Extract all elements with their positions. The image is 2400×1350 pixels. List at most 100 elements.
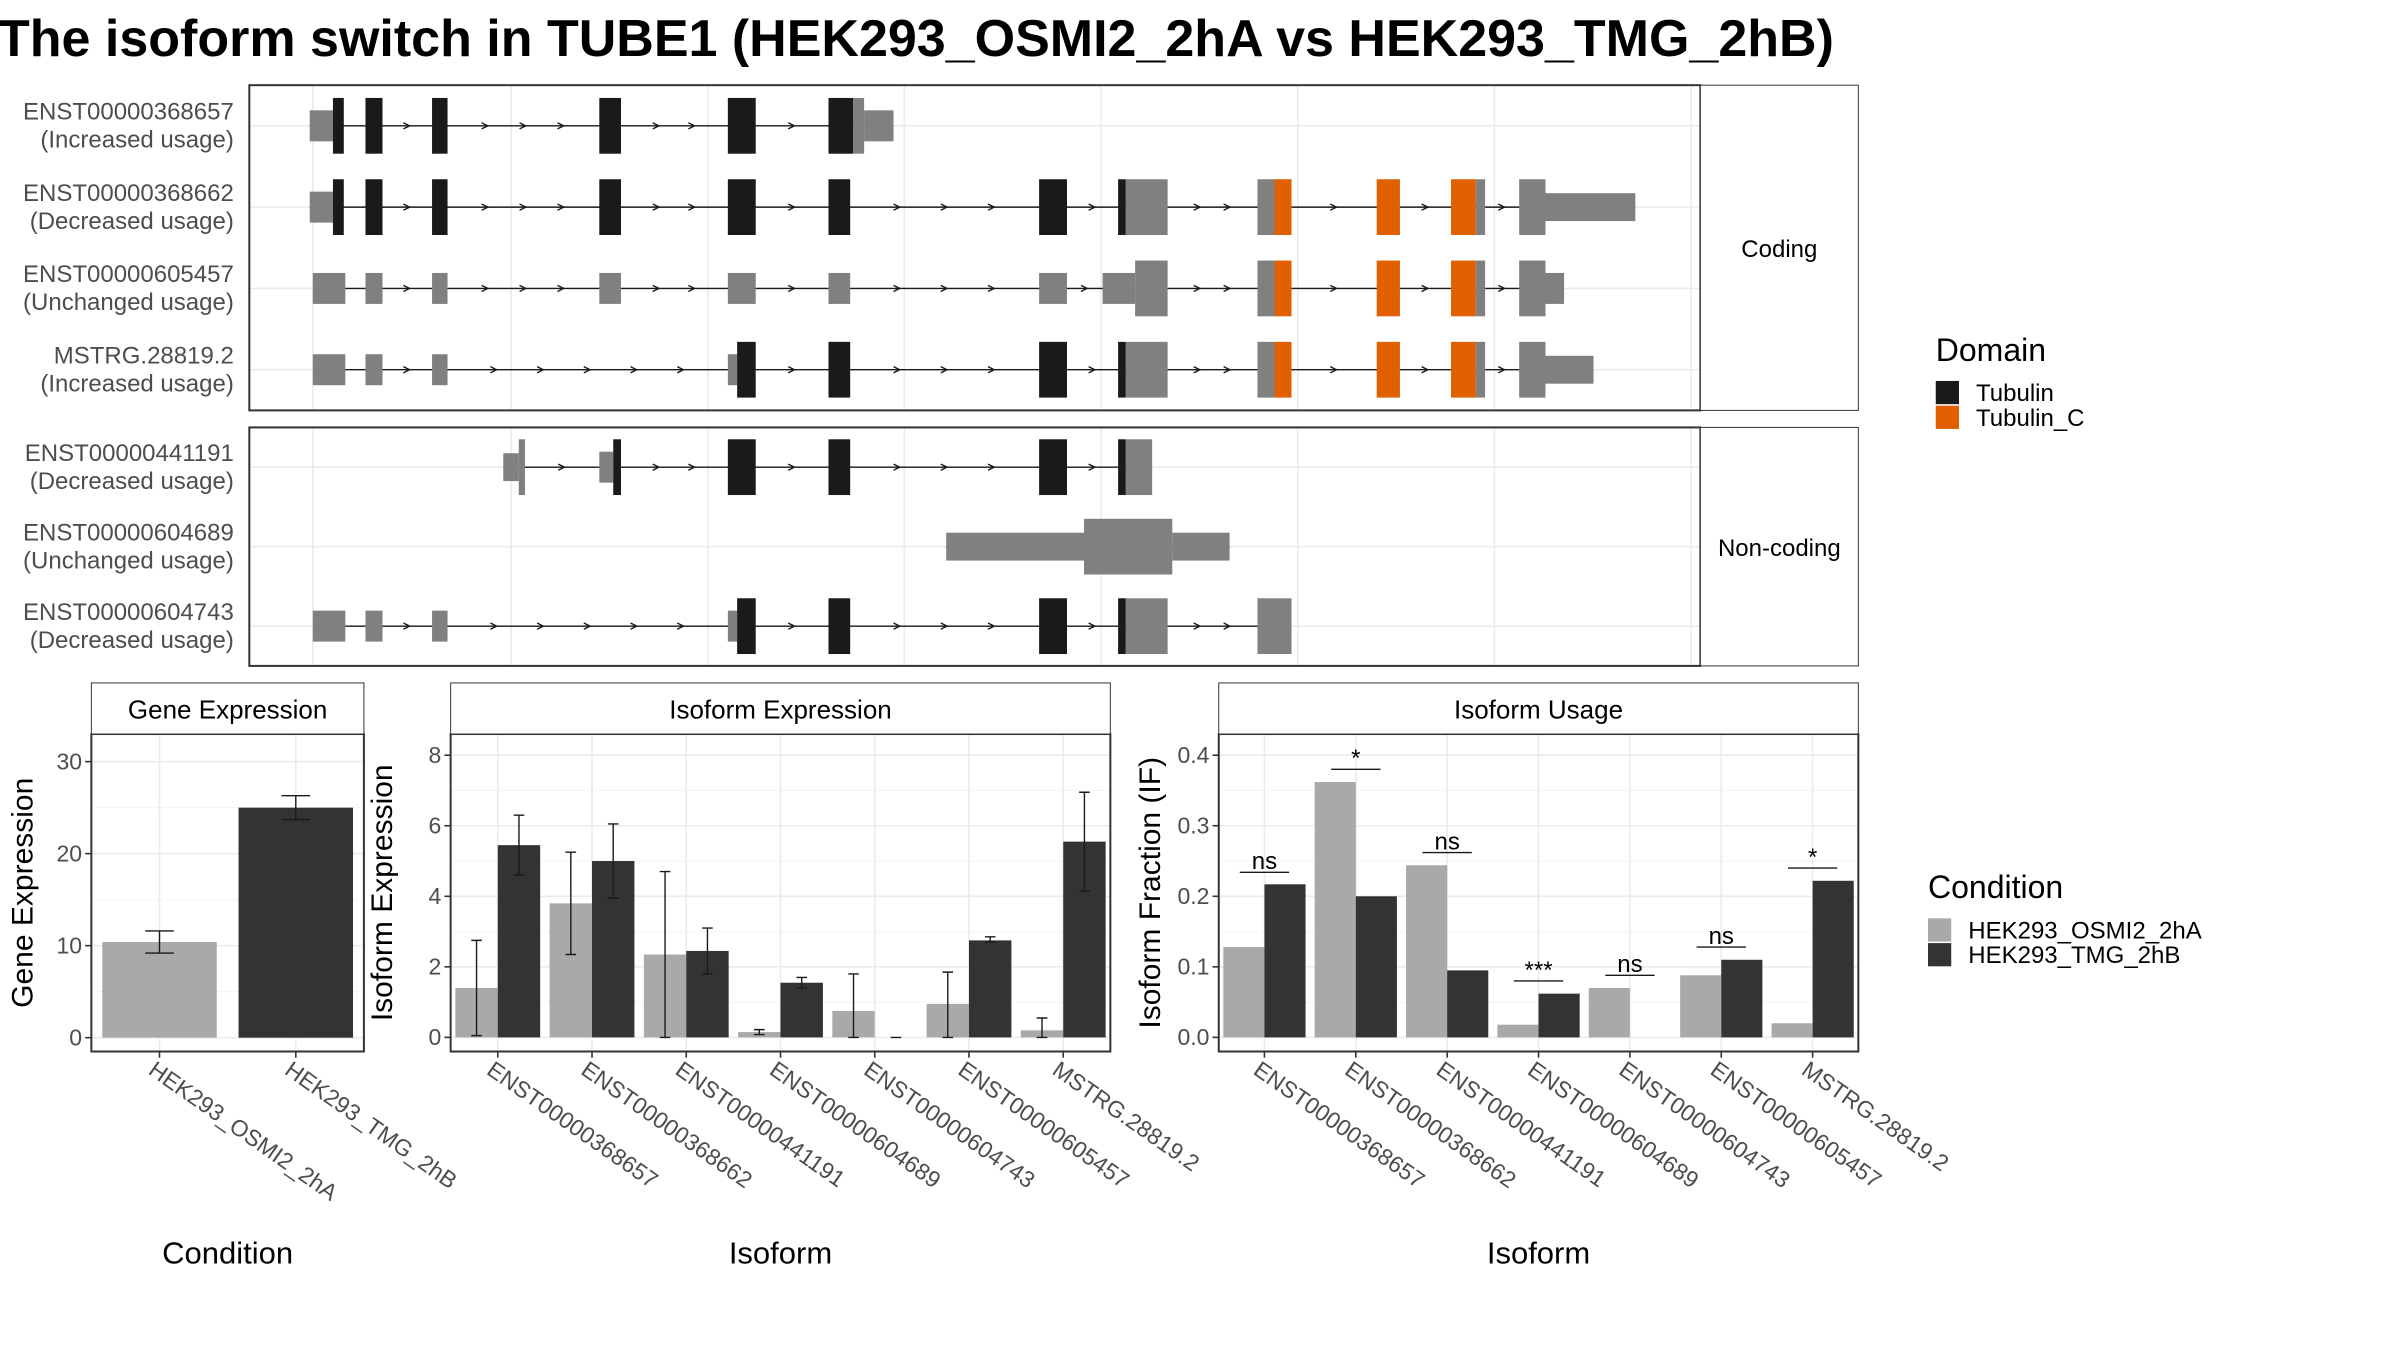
tubulin-c-domain-exon bbox=[1451, 341, 1476, 398]
exon-region bbox=[727, 272, 756, 304]
transcript-id-label: ENST00000368662 bbox=[23, 180, 234, 207]
exon-region bbox=[1257, 179, 1275, 236]
error-bar bbox=[942, 971, 954, 1039]
intron-arrow bbox=[536, 622, 545, 630]
significance-label: ns bbox=[1617, 951, 1642, 978]
bar-condition-a bbox=[1771, 1023, 1813, 1038]
intron-arrow bbox=[787, 203, 796, 211]
intron-arrow bbox=[557, 122, 566, 130]
intron-arrow bbox=[987, 284, 996, 293]
x-tick-label: ENST00000368657 bbox=[483, 1056, 663, 1193]
intron-arrow bbox=[1497, 366, 1507, 374]
intron-arrow bbox=[987, 366, 996, 374]
exon-region bbox=[1125, 439, 1153, 496]
transcript-usage-label: (Unchanged usage) bbox=[23, 289, 234, 316]
tubulin-domain-exon bbox=[828, 598, 851, 655]
intron-arrow bbox=[987, 622, 996, 630]
x-tick-label: ENST00000368662 bbox=[1341, 1056, 1521, 1193]
bar-condition-b bbox=[1812, 880, 1854, 1038]
transcript-usage-label: (Increased usage) bbox=[40, 370, 233, 397]
condition-legend-swatch bbox=[1928, 943, 1952, 967]
tubulin-c-domain-exon bbox=[1376, 179, 1400, 236]
bar-condition-a bbox=[1314, 782, 1356, 1038]
y-tick-label: 6 bbox=[429, 812, 442, 838]
transcript-id-label: ENST00000441191 bbox=[25, 440, 234, 467]
intron-arrow bbox=[1223, 366, 1232, 374]
tubulin-domain-exon bbox=[828, 439, 851, 496]
intron-arrow bbox=[1329, 366, 1339, 374]
bar-condition-b bbox=[1538, 993, 1580, 1038]
exon-region bbox=[599, 272, 621, 304]
exon-region bbox=[365, 272, 383, 304]
tubulin-domain-exon bbox=[365, 179, 383, 236]
exon-region bbox=[365, 354, 383, 386]
exon-region bbox=[1545, 272, 1565, 304]
tubulin-domain-exon bbox=[1118, 179, 1126, 236]
chart-title: Isoform Expression bbox=[669, 695, 892, 725]
intron-arrow bbox=[787, 284, 796, 293]
transcript-id-label: ENST00000368657 bbox=[23, 99, 234, 126]
bar-condition-b bbox=[1355, 896, 1397, 1038]
exon-region bbox=[312, 610, 346, 642]
facet-strip bbox=[1699, 84, 1859, 411]
intron-arrow bbox=[652, 284, 661, 293]
tubulin-c-domain-exon bbox=[1274, 179, 1292, 236]
bar-condition-a bbox=[1497, 1024, 1539, 1038]
x-tick-label: ENST00000604743 bbox=[859, 1056, 1039, 1193]
tubulin-domain-exon bbox=[332, 179, 344, 236]
y-tick-label: 30 bbox=[56, 748, 82, 774]
intron-arrow bbox=[893, 366, 902, 374]
condition-legend-label: HEK293_OSMI2_2hA bbox=[1968, 917, 2201, 944]
y-axis-title: Isoform Fraction (IF) bbox=[1134, 757, 1167, 1029]
y-tick-label: 10 bbox=[56, 932, 82, 958]
x-tick-label: ENST00000441191 bbox=[671, 1056, 850, 1192]
tubulin-domain-exon bbox=[727, 439, 756, 496]
exon-region bbox=[365, 610, 383, 642]
error-bar bbox=[753, 1028, 765, 1036]
bar-condition-b bbox=[1447, 970, 1489, 1038]
significance-label: ns bbox=[1252, 848, 1277, 875]
exon-region bbox=[1125, 179, 1168, 236]
tubulin-c-domain-exon bbox=[1274, 341, 1292, 398]
intron-arrow bbox=[1088, 366, 1097, 374]
significance-label: ns bbox=[1434, 828, 1459, 855]
transcript-usage-label: (Decreased usage) bbox=[30, 208, 234, 235]
exon-region bbox=[1172, 532, 1230, 561]
tubulin-c-domain-exon bbox=[1376, 341, 1400, 398]
exon-region bbox=[946, 532, 1085, 561]
intron-arrow bbox=[490, 622, 499, 630]
tubulin-domain-exon bbox=[727, 179, 756, 236]
bar-condition-b bbox=[497, 845, 541, 1038]
tubulin-domain-exon bbox=[727, 97, 756, 154]
intron-arrow bbox=[1497, 203, 1507, 211]
y-tick-label: 0.4 bbox=[1177, 742, 1209, 768]
bar-condition-b bbox=[1721, 959, 1763, 1038]
intron-arrow bbox=[987, 463, 996, 471]
intron-arrow bbox=[676, 366, 686, 374]
tubulin-domain-exon bbox=[1039, 598, 1067, 655]
intron-arrow bbox=[557, 203, 566, 211]
exon-region bbox=[727, 610, 738, 642]
transcript-id-label: ENST00000604743 bbox=[23, 599, 234, 626]
tubulin-c-domain-exon bbox=[1274, 260, 1292, 317]
intron-arrow bbox=[688, 122, 697, 130]
intron-arrow bbox=[583, 622, 592, 630]
x-tick-label: ENST00000368662 bbox=[577, 1056, 757, 1193]
domain-legend-swatch bbox=[1935, 405, 1959, 429]
exon-region bbox=[432, 610, 448, 642]
intron-arrow bbox=[652, 203, 661, 211]
error-bar bbox=[659, 870, 671, 1039]
error-bar bbox=[848, 973, 859, 1039]
bar bbox=[238, 807, 354, 1038]
tubulin-domain-exon bbox=[828, 97, 854, 154]
x-tick-label: ENST00000368657 bbox=[1249, 1056, 1429, 1193]
exon-region bbox=[309, 110, 333, 142]
bar-condition-a bbox=[1406, 865, 1448, 1038]
y-tick-label: 0.1 bbox=[1177, 954, 1209, 980]
exon-region bbox=[1519, 179, 1546, 236]
intron-arrow bbox=[652, 463, 661, 471]
intron-arrow bbox=[1193, 366, 1202, 374]
intron-arrow bbox=[403, 284, 412, 293]
error-bar bbox=[607, 823, 619, 899]
